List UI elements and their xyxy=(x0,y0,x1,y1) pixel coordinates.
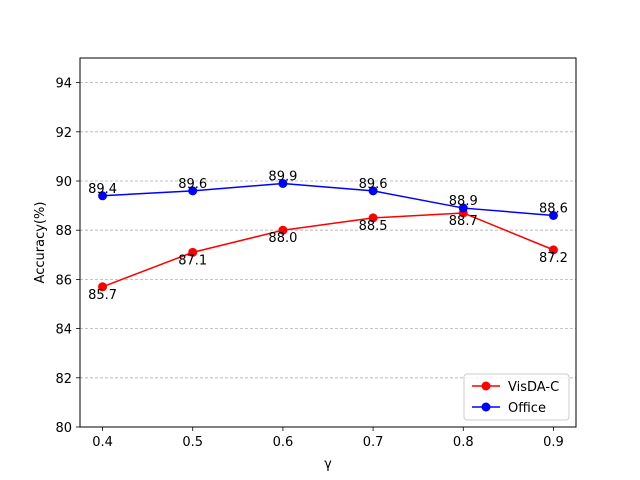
data-label-visda-c: 87.1 xyxy=(178,253,207,268)
data-point-visda-c xyxy=(188,247,198,257)
data-label-visda-c: 85.7 xyxy=(88,288,117,303)
legend-marker-visda-c xyxy=(481,381,491,391)
y-tick-label: 84 xyxy=(55,323,72,338)
data-label-office: 89.4 xyxy=(88,182,117,197)
legend-marker-office xyxy=(481,402,491,412)
data-point-visda-c xyxy=(548,245,558,255)
x-tick-label: 0.7 xyxy=(363,435,384,450)
legend: VisDA-C Office xyxy=(463,373,570,421)
series-line-office xyxy=(102,182,554,217)
y-tick-label: 80 xyxy=(55,421,72,436)
data-point-office xyxy=(98,191,108,201)
data-label-visda-c: 88.7 xyxy=(449,214,478,229)
x-tick-label: 0.8 xyxy=(453,435,474,450)
data-point-office xyxy=(368,186,378,196)
series-layer xyxy=(98,178,558,292)
x-axis-ticks: 0.4 0.5 0.6 0.7 0.8 0.9 xyxy=(92,427,564,450)
x-tick-label: 0.5 xyxy=(182,435,203,450)
data-point-office xyxy=(278,178,288,188)
data-point-office xyxy=(548,210,558,220)
y-axis-title: Accuracy(%) xyxy=(33,202,48,284)
y-tick-label: 92 xyxy=(55,126,72,141)
data-point-office xyxy=(458,203,468,213)
data-label-visda-c: 87.2 xyxy=(539,251,568,266)
data-label-office: 88.9 xyxy=(449,194,478,209)
x-tick-label: 0.9 xyxy=(543,435,564,450)
data-labels: 85.7 87.1 88.0 88.5 88.7 87.2 89.4 89.6 89.9 89.6… xyxy=(88,169,568,302)
plot-frame xyxy=(79,57,577,428)
data-label-visda-c: 88.5 xyxy=(359,219,388,234)
y-tick-label: 94 xyxy=(55,77,72,92)
grid-lines xyxy=(80,82,576,379)
legend-label-visda-c: VisDA-C xyxy=(508,380,559,395)
data-label-office: 89.6 xyxy=(359,177,388,192)
x-tick-label: 0.4 xyxy=(92,435,113,450)
data-label-office: 89.6 xyxy=(178,177,207,192)
x-axis-title: γ xyxy=(324,457,332,472)
data-point-visda-c xyxy=(278,225,288,235)
data-point-office xyxy=(188,186,198,196)
y-axis-ticks: 80 82 84 86 88 90 92 94 xyxy=(55,77,80,436)
data-label-office: 89.9 xyxy=(268,169,297,184)
data-label-office: 88.6 xyxy=(539,201,568,216)
data-label-visda-c: 88.0 xyxy=(268,231,297,246)
y-tick-label: 86 xyxy=(55,273,72,288)
y-tick-label: 82 xyxy=(55,372,72,387)
series-line-visda-c xyxy=(102,212,554,288)
y-tick-label: 90 xyxy=(55,175,72,190)
data-point-visda-c xyxy=(98,282,108,292)
y-tick-label: 88 xyxy=(55,224,72,239)
legend-label-office: Office xyxy=(508,401,546,416)
data-point-visda-c xyxy=(368,213,378,223)
x-tick-label: 0.6 xyxy=(273,435,294,450)
